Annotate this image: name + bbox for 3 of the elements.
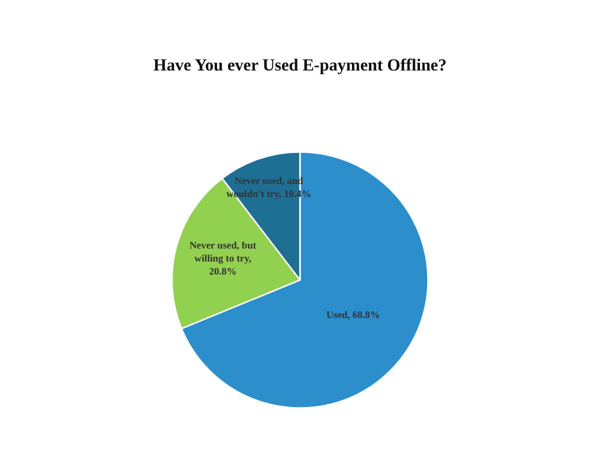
data-label: Never used, but willing to try, 20.8% [189, 240, 257, 278]
data-label: Used, 68.8% [326, 310, 380, 322]
chart-title: Have You ever Used E-payment Offline? [153, 55, 447, 74]
